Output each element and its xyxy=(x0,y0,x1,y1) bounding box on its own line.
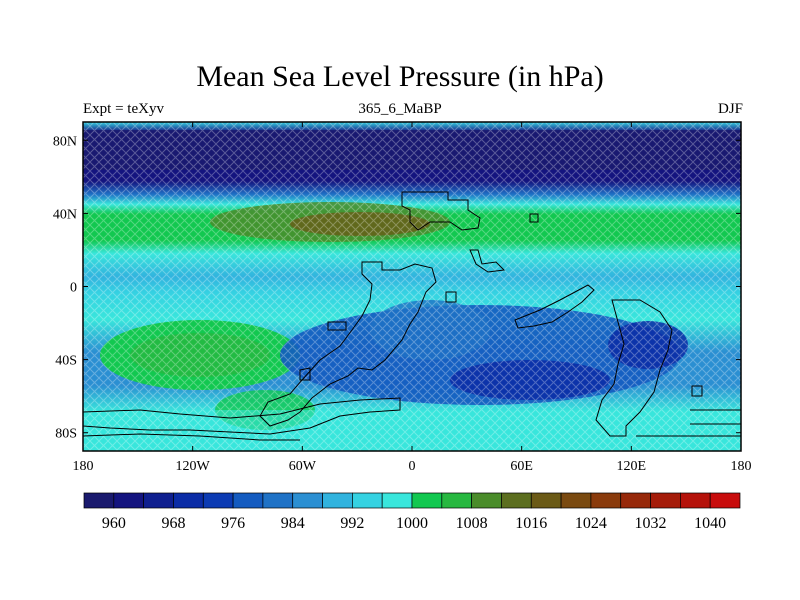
x-tick-label: 0 xyxy=(409,459,416,474)
colorbar-swatch xyxy=(83,492,115,509)
colorbar-tick-label: 1032 xyxy=(635,515,667,532)
colorbar-swatch xyxy=(680,492,711,509)
y-tick-label: 80S xyxy=(55,427,77,442)
colorbar-swatch xyxy=(560,492,592,509)
period-label: 365_6_MaBP xyxy=(358,101,442,117)
colorbar-swatch xyxy=(471,492,502,509)
x-axis: 180 120W 60W 0 60E 120E 180 xyxy=(73,122,752,474)
experiment-label: Expt = teXyv xyxy=(83,101,164,117)
season-label: DJF xyxy=(717,101,743,117)
y-tick-label: 40S xyxy=(55,354,77,369)
x-tick-label: 120W xyxy=(176,459,211,474)
pressure-field xyxy=(83,122,741,451)
colorbar-swatch xyxy=(143,492,174,509)
x-tick-label: 180 xyxy=(73,459,94,474)
colorbar-swatch xyxy=(322,492,353,509)
colorbar: 960 968 976 984 992 1000 1008 1016 1024 1032 1040 xyxy=(83,492,741,532)
colorbar-swatch xyxy=(501,492,532,509)
colorbar-swatch xyxy=(113,492,144,509)
colorbar-swatch xyxy=(202,492,234,509)
colorbar-tick-label: 976 xyxy=(221,515,245,532)
colorbar-tick-label: 1024 xyxy=(575,515,607,532)
x-tick-label: 60W xyxy=(289,459,317,474)
colorbar-tick-label: 984 xyxy=(281,515,305,532)
colorbar-tick-label: 968 xyxy=(161,515,185,532)
colorbar-tick-label: 1016 xyxy=(515,515,547,532)
x-tick-label: 120E xyxy=(617,459,647,474)
map-title: Mean Sea Level Pressure (in hPa) xyxy=(196,60,604,93)
colorbar-swatch xyxy=(411,492,443,509)
colorbar-tick-label: 1000 xyxy=(396,515,428,532)
y-tick-label: 40N xyxy=(53,207,77,222)
colorbar-swatch xyxy=(530,492,562,509)
colorbar-tick-label: 960 xyxy=(102,515,126,532)
x-tick-label: 180 xyxy=(731,459,752,474)
colorbar-swatch xyxy=(292,492,323,509)
colorbar-swatch xyxy=(232,492,264,509)
y-tick-label: 0 xyxy=(70,281,77,296)
colorbar-tick-label: 1008 xyxy=(456,515,488,532)
colorbar-swatch xyxy=(262,492,294,509)
y-axis: 80N 40N 0 40S 80S xyxy=(53,134,741,442)
coastlines xyxy=(83,191,741,441)
x-tick-label: 60E xyxy=(510,459,533,474)
colorbar-swatch xyxy=(381,492,413,509)
colorbar-tick-label: 992 xyxy=(340,515,364,532)
colorbar-swatch xyxy=(709,492,741,509)
colorbar-swatch xyxy=(620,492,651,509)
colorbar-swatch xyxy=(173,492,204,509)
colorbar-swatch xyxy=(590,492,622,509)
colorbar-swatch xyxy=(352,492,383,509)
colorbar-tick-label: 1040 xyxy=(694,515,726,532)
colorbar-swatch xyxy=(650,492,681,509)
colorbar-swatch xyxy=(441,492,472,509)
y-tick-label: 80N xyxy=(53,134,77,149)
